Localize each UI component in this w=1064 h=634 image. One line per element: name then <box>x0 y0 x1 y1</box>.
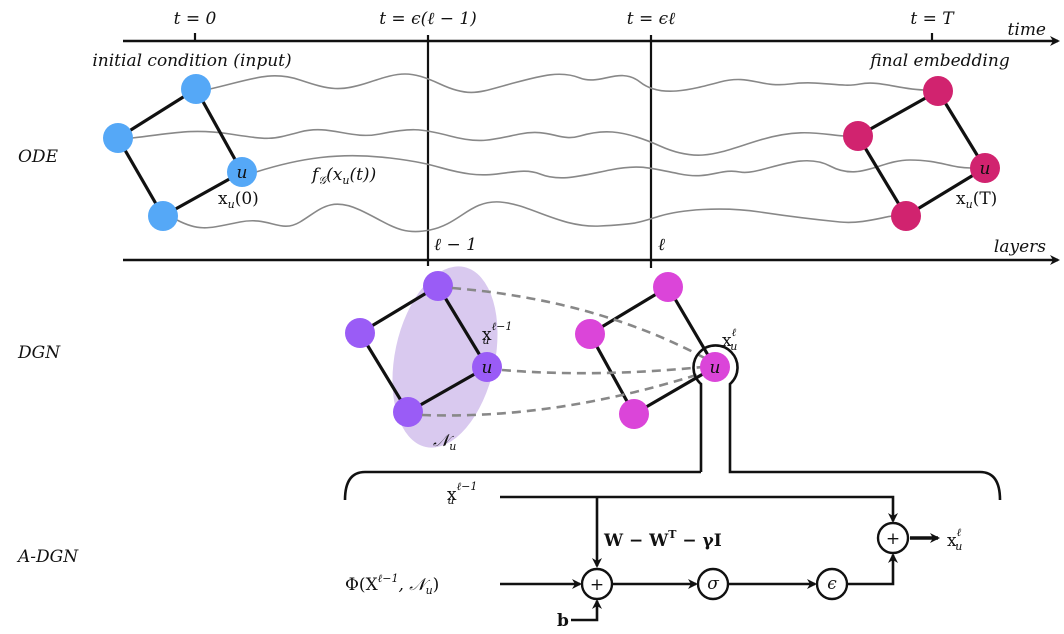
residual-sum-node <box>876 521 910 555</box>
trajectory-2 <box>131 128 845 156</box>
output-node-u <box>970 153 1000 183</box>
input-node-u <box>227 157 257 187</box>
layer-label-cur: ℓ <box>658 235 665 255</box>
plus-icon: + <box>886 529 900 549</box>
node-label-u: u <box>237 163 248 183</box>
skip-connection <box>500 495 898 523</box>
prev-node <box>345 318 375 348</box>
adgn-input-state: xℓ−1 u <box>447 480 477 507</box>
tick-label-t0: t = 0 <box>174 9 217 29</box>
plus-icon: + <box>590 575 604 595</box>
message-edge <box>451 286 713 364</box>
tick-label-t-prev: t = ϵ(ℓ − 1) <box>379 9 477 29</box>
step-size-node <box>815 567 849 601</box>
adgn-output-state: xℓ u <box>947 526 962 553</box>
message-edge <box>501 364 713 375</box>
activation-node <box>696 567 730 601</box>
bias-arrow <box>571 599 602 622</box>
cur-layer-graph <box>575 272 717 429</box>
trajectory-3 <box>255 154 972 179</box>
sigma-icon: σ <box>707 574 719 594</box>
x-u-0-label: xu(0) <box>218 189 259 211</box>
input-node <box>148 201 178 231</box>
trajectory-1 <box>209 73 927 94</box>
zoom-brace-left <box>343 470 701 501</box>
prev-node-u <box>472 352 502 382</box>
cur-node <box>653 272 683 302</box>
to-output-sum-arrow <box>848 553 898 586</box>
input-caption: initial condition (input) <box>92 51 291 71</box>
prev-node <box>423 271 453 301</box>
message-edge <box>421 368 713 417</box>
input-node <box>181 74 211 104</box>
node-label-u: u <box>710 358 721 378</box>
layers-axis-label: layers <box>994 237 1046 257</box>
output-graph: u <box>843 76 1000 231</box>
input-graph: u <box>103 74 257 231</box>
output-node <box>891 201 921 231</box>
node-label-u: u <box>980 159 991 179</box>
bias-label: b <box>557 611 569 631</box>
x-u-cur-label: xℓ u <box>722 326 737 353</box>
row-label-adgn: A-DGN <box>16 547 79 567</box>
aggregation-label: Φ(Xℓ−1, 𝒩u) <box>345 572 439 597</box>
cur-node <box>575 319 605 349</box>
prev-layer-graph: u <box>345 271 502 427</box>
output-caption: final embedding <box>868 51 1010 71</box>
output-node <box>923 76 953 106</box>
x-u-T-label: xu(T) <box>956 189 997 211</box>
tick-label-t-cur: t = ϵℓ <box>627 9 676 29</box>
input-node <box>103 123 133 153</box>
row-label-dgn: DGN <box>17 343 61 363</box>
output-node <box>843 121 873 151</box>
cur-node-u <box>700 352 730 382</box>
x-u-prev-label: xℓ−1 u <box>482 320 512 347</box>
row-label-ode: ODE <box>18 147 59 167</box>
weight-label: W − WT − γI <box>603 528 722 551</box>
prev-node <box>393 397 423 427</box>
trajectory-4 <box>176 201 893 233</box>
zoom-callout <box>692 344 1002 501</box>
flow-function-label: f𝒢(xu(t)) <box>310 165 376 187</box>
time-axis-label: time <box>1008 20 1046 40</box>
node-label-u: u <box>482 358 493 378</box>
epsilon-icon: ϵ <box>827 574 837 594</box>
tick-label-tT: t = T <box>910 9 955 29</box>
layer-label-prev: ℓ − 1 <box>434 235 477 255</box>
cur-node <box>619 399 649 429</box>
